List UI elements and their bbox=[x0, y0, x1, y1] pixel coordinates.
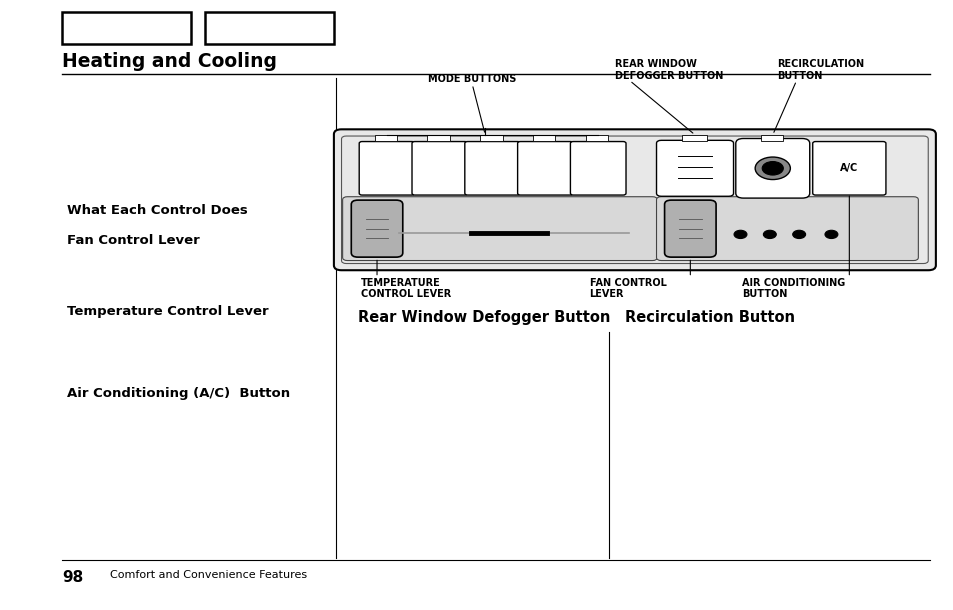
Text: What Each Control Does: What Each Control Does bbox=[67, 204, 247, 217]
Text: RECIRCULATION
BUTTON: RECIRCULATION BUTTON bbox=[777, 59, 863, 81]
Text: Rear Window Defogger Button: Rear Window Defogger Button bbox=[357, 310, 610, 325]
FancyBboxPatch shape bbox=[341, 136, 927, 264]
FancyBboxPatch shape bbox=[664, 200, 716, 257]
Text: AIR CONDITIONING
BUTTON: AIR CONDITIONING BUTTON bbox=[741, 278, 844, 299]
Bar bbox=[479, 135, 502, 142]
Text: REAR WINDOW
DEFOGGER BUTTON: REAR WINDOW DEFOGGER BUTTON bbox=[615, 59, 723, 81]
FancyBboxPatch shape bbox=[342, 196, 657, 260]
Text: Comfort and Convenience Features: Comfort and Convenience Features bbox=[110, 570, 307, 580]
Text: Temperature Control Lever: Temperature Control Lever bbox=[67, 304, 268, 318]
Circle shape bbox=[824, 230, 837, 239]
Text: Heating and Cooling: Heating and Cooling bbox=[62, 52, 276, 71]
Circle shape bbox=[762, 230, 776, 239]
FancyBboxPatch shape bbox=[812, 142, 885, 195]
Text: Air Conditioning (A/C)  Button: Air Conditioning (A/C) Button bbox=[67, 387, 290, 400]
Bar bbox=[205, 12, 334, 44]
Circle shape bbox=[755, 157, 789, 179]
FancyBboxPatch shape bbox=[656, 196, 918, 260]
FancyBboxPatch shape bbox=[351, 200, 402, 257]
Text: 98: 98 bbox=[62, 570, 83, 586]
FancyBboxPatch shape bbox=[735, 138, 809, 198]
Text: FAN CONTROL
LEVER: FAN CONTROL LEVER bbox=[589, 278, 666, 299]
FancyBboxPatch shape bbox=[517, 142, 573, 195]
Bar bbox=[375, 135, 396, 142]
Circle shape bbox=[733, 230, 746, 239]
Bar bbox=[680, 135, 706, 142]
Circle shape bbox=[761, 162, 782, 175]
Text: A/C: A/C bbox=[840, 163, 858, 173]
FancyBboxPatch shape bbox=[359, 142, 415, 195]
FancyBboxPatch shape bbox=[656, 140, 733, 196]
Bar bbox=[760, 135, 782, 142]
FancyBboxPatch shape bbox=[412, 142, 467, 195]
Text: TEMPERATURE
CONTROL LEVER: TEMPERATURE CONTROL LEVER bbox=[360, 278, 451, 299]
Text: Recirculation Button: Recirculation Button bbox=[624, 310, 794, 325]
Bar bbox=[62, 12, 191, 44]
FancyBboxPatch shape bbox=[570, 142, 625, 195]
FancyBboxPatch shape bbox=[464, 142, 520, 195]
Bar bbox=[533, 135, 555, 142]
FancyBboxPatch shape bbox=[334, 129, 935, 270]
Text: Fan Control Lever: Fan Control Lever bbox=[67, 234, 199, 248]
Text: MODE BUTTONS: MODE BUTTONS bbox=[428, 74, 516, 84]
Circle shape bbox=[792, 230, 804, 239]
Bar bbox=[585, 135, 608, 142]
Bar bbox=[427, 135, 449, 142]
